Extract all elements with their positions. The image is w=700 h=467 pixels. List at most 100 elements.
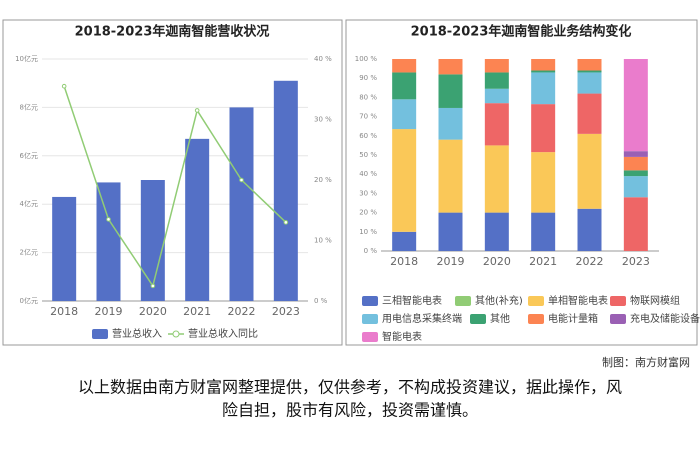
bar-segment [531,212,556,251]
y-tick-label: 60 % [359,132,377,140]
bar-segment [531,72,556,105]
bar-segment [623,156,648,171]
bar-segment [392,99,417,130]
legend-label: 营业总收入 [112,327,162,340]
bar [229,107,254,302]
x-tick-label: 2023 [272,305,300,318]
bar-segment [623,59,648,152]
y-tick-label: 20 % [359,209,377,217]
x-tick-label: 2020 [139,305,167,318]
legend-label: 其他 [490,312,510,325]
y-tick-label: 70 % [359,113,377,121]
bar-segment [577,72,602,94]
bar-segment [623,197,648,251]
legend-swatch [470,314,486,324]
x-tick-label: 2022 [576,255,604,268]
legend-swatch [610,296,626,306]
x-tick-label: 2020 [483,255,511,268]
line-point [150,283,156,289]
bar-segment [531,70,556,73]
chart-title: 2018-2023年迦南智能营收状况 [75,24,270,40]
bar-segment [623,176,648,198]
legend-label: 用电信息采集终端 [382,312,462,325]
x-tick-label: 2021 [529,255,557,268]
bar-segment [623,151,648,157]
bar-segment [577,70,602,73]
bar-segment [577,93,602,134]
line-point [106,217,111,222]
bar-segment [392,129,417,232]
y-tick-label: 30 % [359,189,377,197]
bar-segment [392,59,417,73]
y2-tick-label: 0 % [314,297,328,305]
bar-segment [484,72,509,89]
y2-tick-label: 30 % [314,116,332,124]
y-tick-label: 10亿元 [15,54,38,63]
legend-swatch [362,314,378,324]
legend-swatch [172,330,180,338]
y-tick-label: 100 % [355,55,378,63]
legend-label: 其他(补充) [475,294,523,307]
y-tick-label: 8亿元 [20,102,38,111]
bar-segment [484,59,509,73]
y-tick-label: 6亿元 [20,151,38,160]
bar-segment [577,208,602,251]
line-point [283,220,289,225]
disclaimer: 险自担，股市有风险，投资需谨慎。 [222,401,478,420]
x-tick-label: 2019 [95,305,123,318]
legend-label: 充电及储能设备 [630,312,700,325]
y-tick-label: 80 % [359,93,377,101]
x-tick-label: 2021 [183,305,211,318]
credit: 制图：南方财富网 [602,355,690,369]
bar [273,80,298,301]
bar-segment [577,133,602,209]
legend-swatch [455,296,471,306]
legend-swatch [528,314,544,324]
bar-segment [392,72,417,100]
line-point [239,177,244,183]
x-tick-label: 2022 [228,305,256,318]
disclaimer: 以上数据由南方财富网整理提供，仅供参考，不构成投资建议，据此操作，风 [78,378,622,397]
y2-tick-label: 40 % [314,55,332,63]
y2-tick-label: 20 % [314,176,332,184]
bar [96,182,121,301]
y-tick-label: 0亿元 [20,296,38,305]
line-point [61,83,67,89]
legend-label: 营业总收入同比 [188,327,258,340]
legend-label: 电能计量箱 [548,312,598,325]
bar-segment [484,88,509,104]
bar-segment [438,212,463,251]
x-tick-label: 2023 [622,255,650,268]
bar-segment [438,139,463,213]
y-tick-label: 40 % [359,170,377,178]
y-tick-label: 4亿元 [20,199,38,208]
y-tick-label: 0 % [364,247,378,255]
bar [185,138,210,301]
chart-title: 2018-2023年迦南智能业务结构变化 [411,24,632,40]
bar-segment [531,59,556,71]
bar-segment [392,231,417,251]
bar-segment [623,170,648,177]
legend-swatch [362,296,378,306]
legend-label: 智能电表 [382,330,422,343]
line-point [194,108,200,113]
bar-segment [531,152,556,213]
legend-label: 三相智能电表 [382,294,442,307]
y-tick-label: 50 % [359,151,377,159]
line [63,85,287,288]
bar-segment [577,59,602,71]
y-tick-label: 2亿元 [20,248,38,257]
bar-segment [438,107,463,140]
y-tick-label: 10 % [359,228,377,236]
bar [52,196,77,301]
legend-label: 物联网模组 [630,294,680,307]
legend-swatch [362,332,378,342]
legend-swatch [92,329,108,339]
legend-swatch [610,314,626,324]
x-tick-label: 2018 [390,255,418,268]
bar-segment [484,103,509,146]
y-tick-label: 90 % [359,74,377,82]
bar-segment [531,104,556,153]
bar-segment [438,59,463,75]
